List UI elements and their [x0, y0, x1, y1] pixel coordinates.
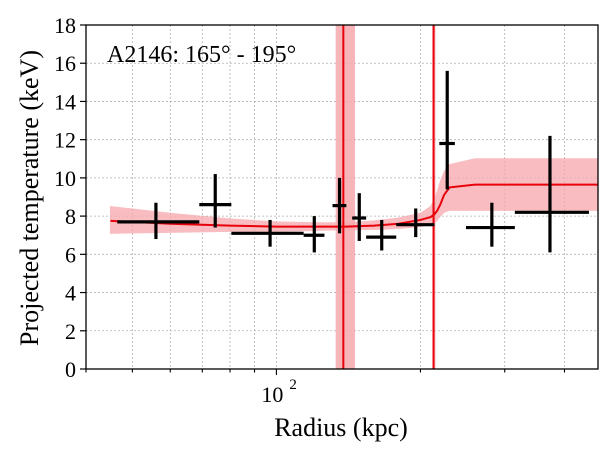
data-point	[366, 219, 397, 251]
y-tick-label: 2	[65, 319, 76, 344]
chart-annotation: A2146: 165° - 195°	[107, 42, 296, 68]
data-point	[465, 202, 515, 247]
data-points	[117, 70, 589, 253]
data-point	[352, 193, 367, 241]
model-line	[110, 183, 598, 228]
x-ticks: 10 2	[85, 369, 566, 407]
data-point	[117, 202, 200, 240]
plot-frame	[85, 24, 599, 370]
y-tick-label: 16	[54, 51, 76, 76]
vertical-lines	[342, 25, 435, 369]
data-point	[439, 70, 455, 190]
y-axis-label: Projected temperature (keV)	[15, 50, 44, 346]
y-tick-label: 14	[54, 89, 76, 114]
y-tick-label: 6	[65, 242, 76, 267]
data-point	[231, 219, 304, 247]
model-line-group	[110, 183, 598, 228]
y-tick-label: 10	[54, 166, 76, 191]
x-axis-label: Radius (kpc)	[274, 413, 408, 442]
x-tick-label: 10	[261, 382, 283, 407]
vertical-line-band	[335, 25, 356, 369]
y-tick-label: 0	[65, 357, 76, 382]
data-point	[514, 135, 589, 253]
x-tick-exponent: 2	[289, 377, 297, 393]
y-tick-label: 12	[54, 128, 76, 153]
y-tick-label: 8	[65, 204, 76, 229]
data-point	[303, 216, 325, 253]
data-point	[332, 177, 347, 234]
data-point	[199, 174, 232, 228]
y-tick-label: 4	[65, 281, 76, 306]
y-tick-label: 18	[54, 13, 76, 38]
data-point	[396, 208, 435, 238]
y-ticks: 0 2 4 6 8 10 12 14 16 18	[54, 13, 86, 382]
